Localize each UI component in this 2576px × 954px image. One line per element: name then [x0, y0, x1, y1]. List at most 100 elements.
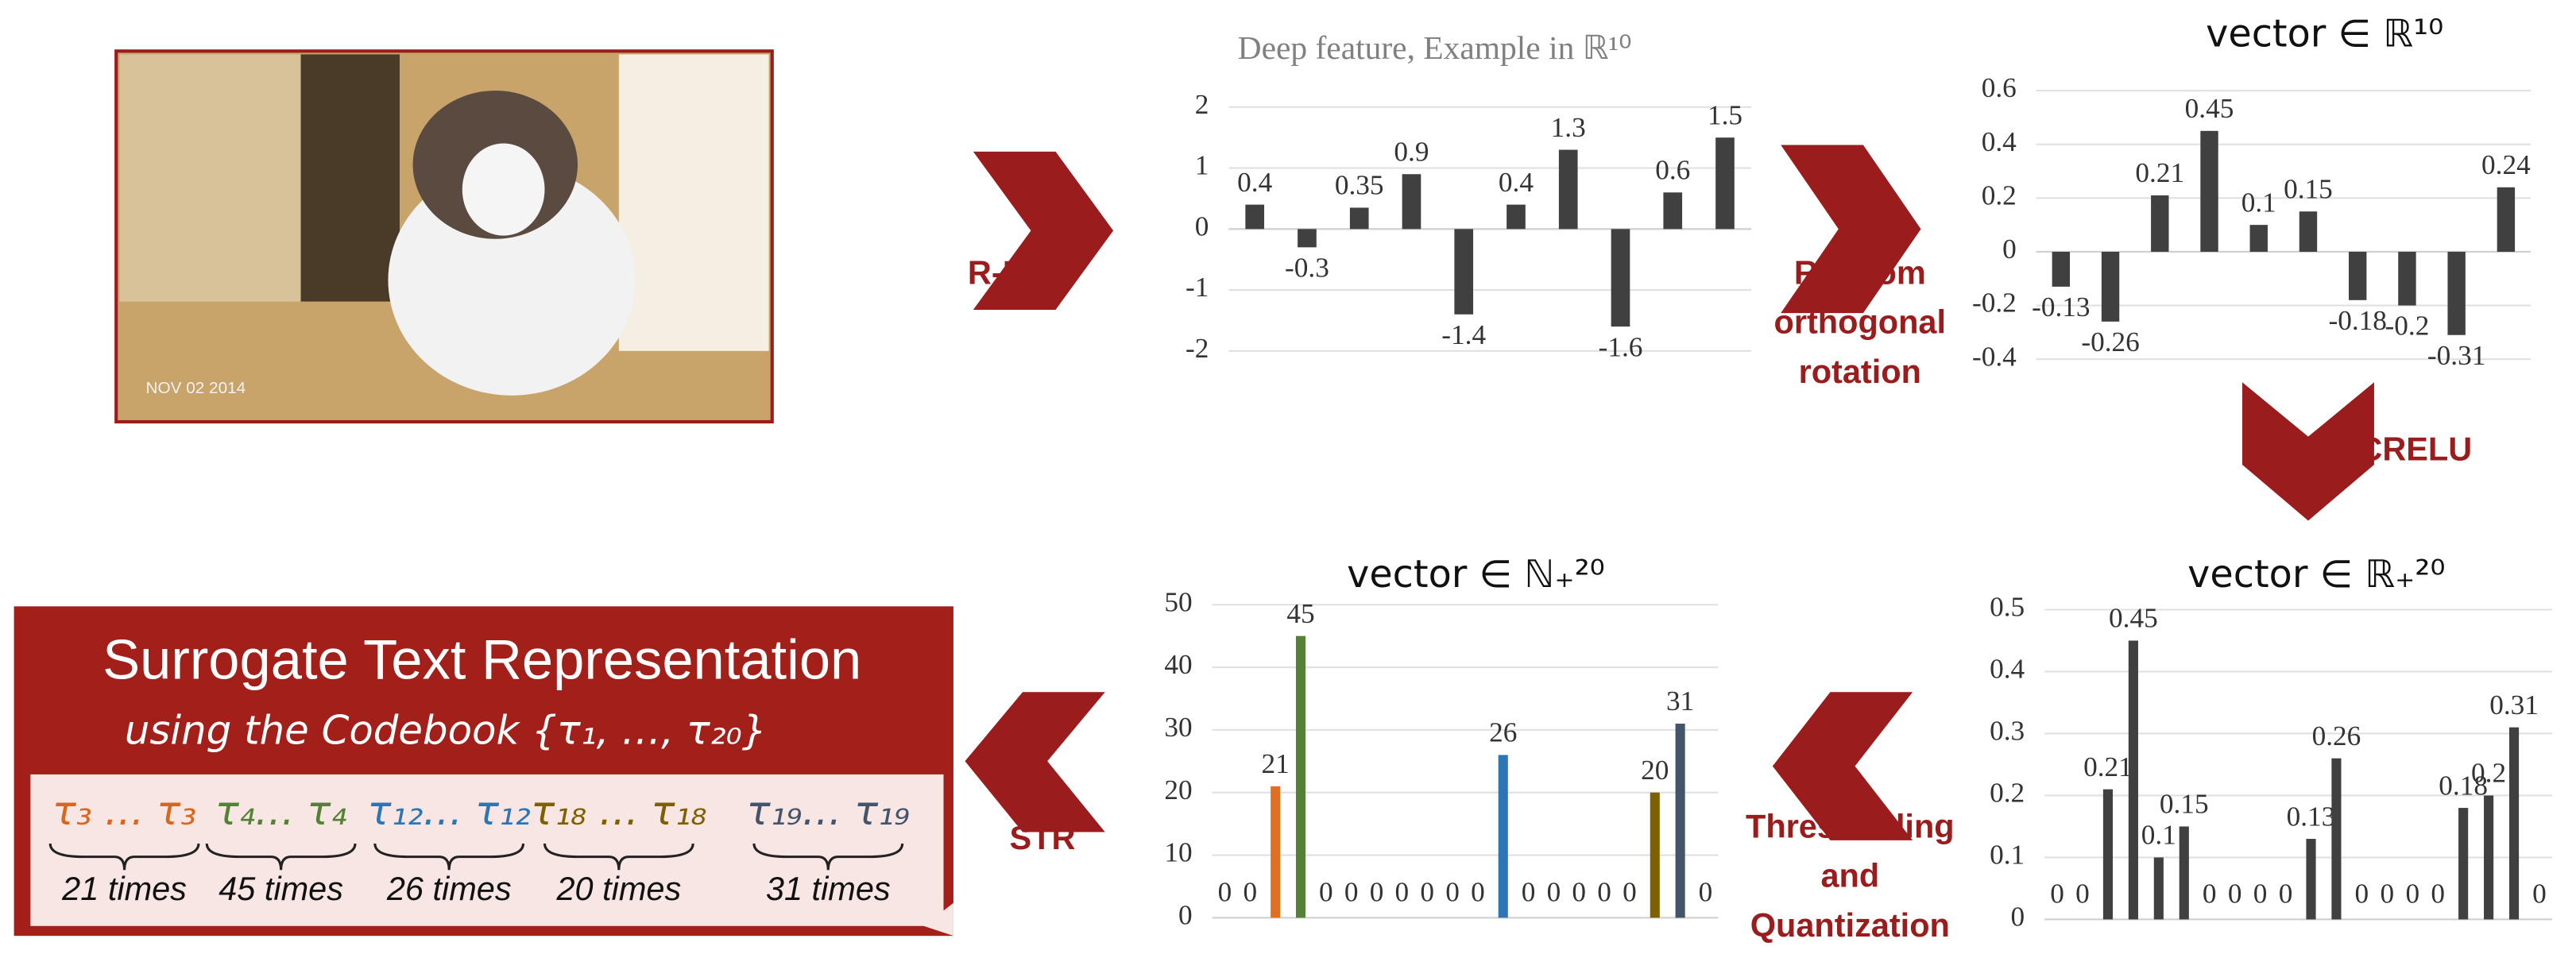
arrow-right [1781, 145, 1921, 314]
brace [543, 843, 694, 871]
bar [2299, 211, 2318, 252]
bar [2331, 758, 2342, 920]
value-label: 0 [1547, 876, 1561, 907]
value-label: 0.1 [2241, 187, 2276, 218]
value-label: 0.13 [2287, 801, 2336, 832]
str-title: Surrogate Text Representation [102, 628, 861, 691]
arrow-down [2242, 382, 2374, 521]
value-label: 0 [1420, 876, 1434, 907]
bar [1558, 149, 1578, 230]
y-tick-label: 40 [1164, 649, 1192, 680]
term-count: 26 times [386, 870, 512, 907]
bar [2249, 225, 2268, 252]
bar [2179, 826, 2189, 920]
y-tick-label: 0.5 [1990, 592, 2025, 623]
chart-title: vector ∈ ℝ₊²⁰ [2187, 553, 2445, 597]
y-tick-label: 0.6 [1982, 72, 2017, 103]
value-label: -0.18 [2328, 305, 2386, 336]
y-tick-label: 1 [1195, 150, 1209, 181]
value-label: 0.24 [2481, 149, 2531, 180]
y-tick-label: -0.2 [1972, 288, 2017, 319]
value-label: 0.45 [2109, 603, 2158, 634]
y-tick-label: 10 [1164, 837, 1192, 868]
bar [1295, 635, 1306, 918]
bar [2200, 130, 2218, 252]
value-label: -1.6 [1599, 331, 1643, 362]
bar [2153, 857, 2164, 920]
bar [1454, 229, 1474, 315]
value-label: 0 [1218, 876, 1232, 907]
value-label: 0.31 [2489, 689, 2539, 720]
bar [2484, 795, 2494, 920]
y-tick-label: 0.2 [1990, 778, 2025, 809]
value-label: -0.2 [2385, 311, 2430, 342]
bar [2306, 839, 2316, 920]
bar [1498, 755, 1508, 918]
value-label: 0 [1623, 876, 1637, 907]
value-label: 0 [2532, 878, 2547, 909]
value-label: 0.15 [2160, 789, 2209, 820]
value-label: 0 [1597, 876, 1611, 907]
value-label: 0.35 [1335, 170, 1384, 201]
bar [1245, 204, 1265, 230]
y-tick-label: 0.1 [1990, 840, 2025, 871]
value-label: 0 [1572, 876, 1586, 907]
y-tick-label: -2 [1186, 333, 1209, 364]
value-label: 0.26 [2312, 720, 2361, 751]
value-label: -0.26 [2081, 326, 2139, 357]
brace [752, 843, 904, 871]
bar [2508, 727, 2520, 920]
value-label: 26 [1489, 717, 1517, 748]
step-label: Random orthogonal rotation [1774, 253, 1947, 389]
value-label: 0 [2405, 878, 2419, 909]
str-terms: τ₃ … τ₃ 21 times τ₄… τ₄ 45 times τ₁₂… τ₁₂ 26 … [48, 788, 910, 907]
value-label: 0.4 [1237, 167, 1272, 198]
value-label: 0 [1522, 876, 1536, 907]
bar [1715, 137, 1735, 230]
term: τ₄… τ₄ [215, 788, 346, 834]
bar [2458, 808, 2469, 920]
bar [1298, 229, 1317, 248]
y-tick-label: 0.4 [1982, 126, 2017, 157]
value-label: 0 [1445, 876, 1460, 907]
value-label: 0 [1319, 876, 1333, 907]
term-count: 45 times [219, 870, 343, 907]
y-tick-label: 0.4 [1990, 654, 2025, 685]
step-label: STR [1009, 819, 1075, 856]
step-label: Thresholding and Quantization [1746, 807, 1955, 943]
y-tick-label: 2 [1195, 89, 1209, 120]
value-label: -0.3 [1285, 252, 1329, 283]
value-label: 20 [1641, 755, 1669, 786]
term-count: 21 times [61, 870, 187, 907]
bar [2497, 187, 2516, 252]
value-label: -0.31 [2427, 340, 2485, 371]
bar [2052, 251, 2071, 287]
str-inner [30, 774, 944, 926]
value-label: -1.4 [1441, 319, 1486, 350]
value-label: 0 [1244, 876, 1258, 907]
date-stamp: NOV 02 2014 [146, 379, 246, 397]
step-label: R-MAC [968, 253, 1077, 291]
bar [1402, 174, 1421, 230]
value-label: 0 [2075, 878, 2090, 909]
bar [1349, 207, 1369, 230]
term: τ₁₈ … τ₁₈ [531, 788, 706, 834]
brace [373, 843, 525, 871]
term: τ₁₂… τ₁₂ [368, 788, 531, 834]
value-label: 0.45 [2185, 93, 2234, 124]
y-tick-label: 0 [2011, 902, 2025, 933]
value-label: 0.2 [2471, 758, 2506, 789]
y-tick-label: -0.4 [1972, 341, 2017, 372]
bar [2447, 251, 2466, 335]
value-label: 0.21 [2083, 751, 2133, 782]
value-label: 0 [2381, 878, 2395, 909]
brace [205, 843, 357, 871]
y-tick-label: -1 [1186, 272, 1209, 303]
term: τ₃ … τ₃ [52, 788, 196, 834]
photo-cat-face [462, 143, 545, 236]
value-label: 21 [1262, 748, 1290, 779]
y-tick-label: 0.3 [1990, 716, 2025, 747]
arrow-left [965, 692, 1105, 832]
